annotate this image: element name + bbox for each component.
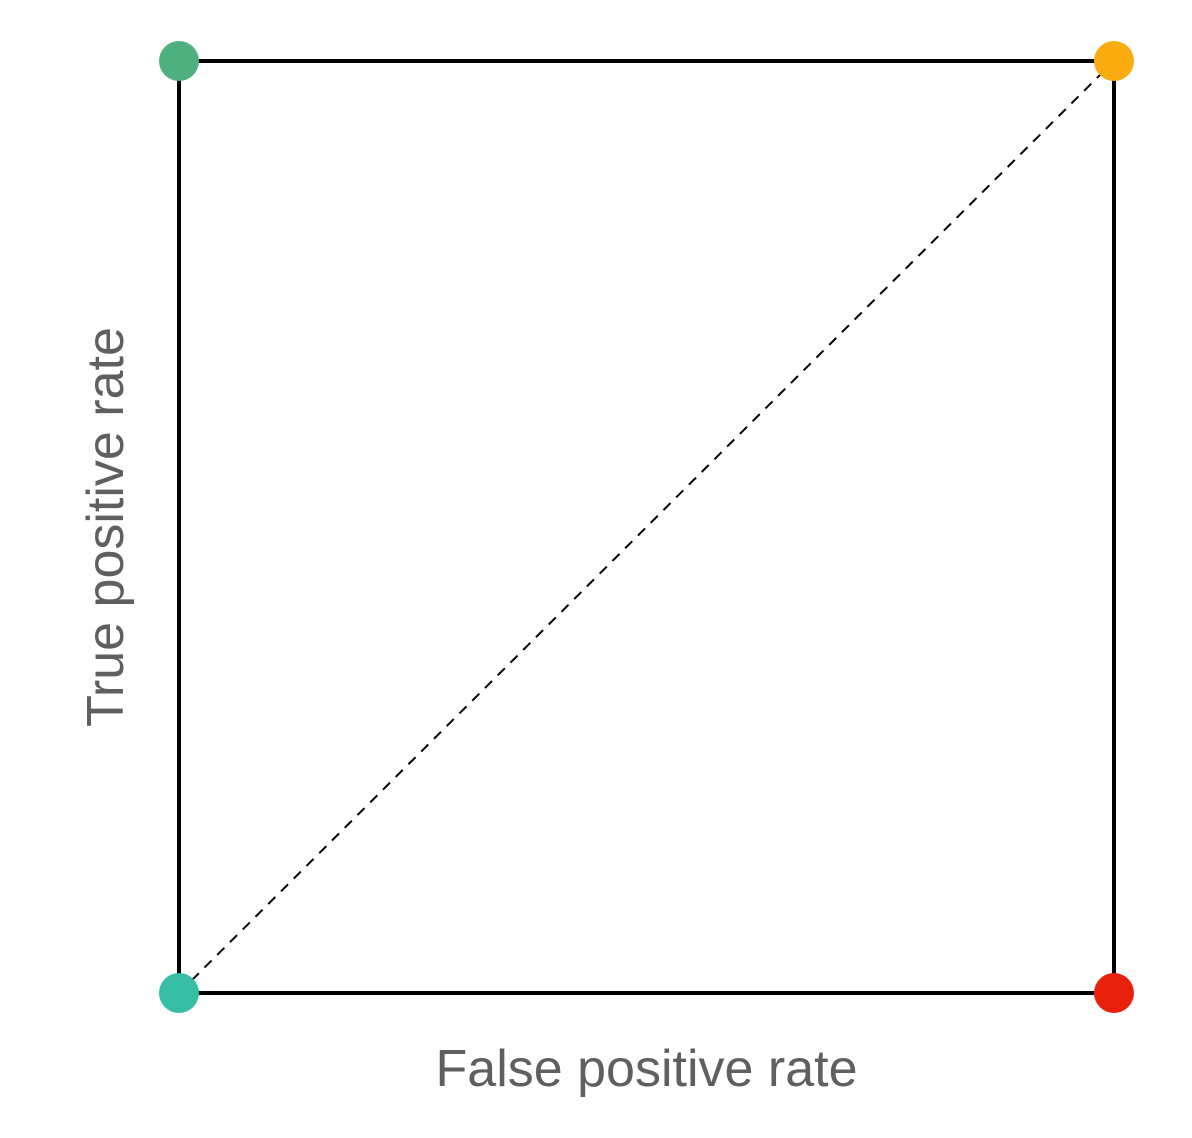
data-point-3 — [159, 973, 199, 1013]
data-point-4 — [1094, 973, 1134, 1013]
data-points — [159, 41, 1134, 1013]
plot-frame — [177, 59, 1116, 995]
x-axis-label: False positive rate — [436, 1040, 858, 1098]
data-point-1 — [159, 41, 199, 81]
data-point-2 — [1094, 41, 1134, 81]
y-axis-label: True positive rate — [77, 327, 135, 727]
diagonal-reference-line — [178, 60, 1115, 994]
